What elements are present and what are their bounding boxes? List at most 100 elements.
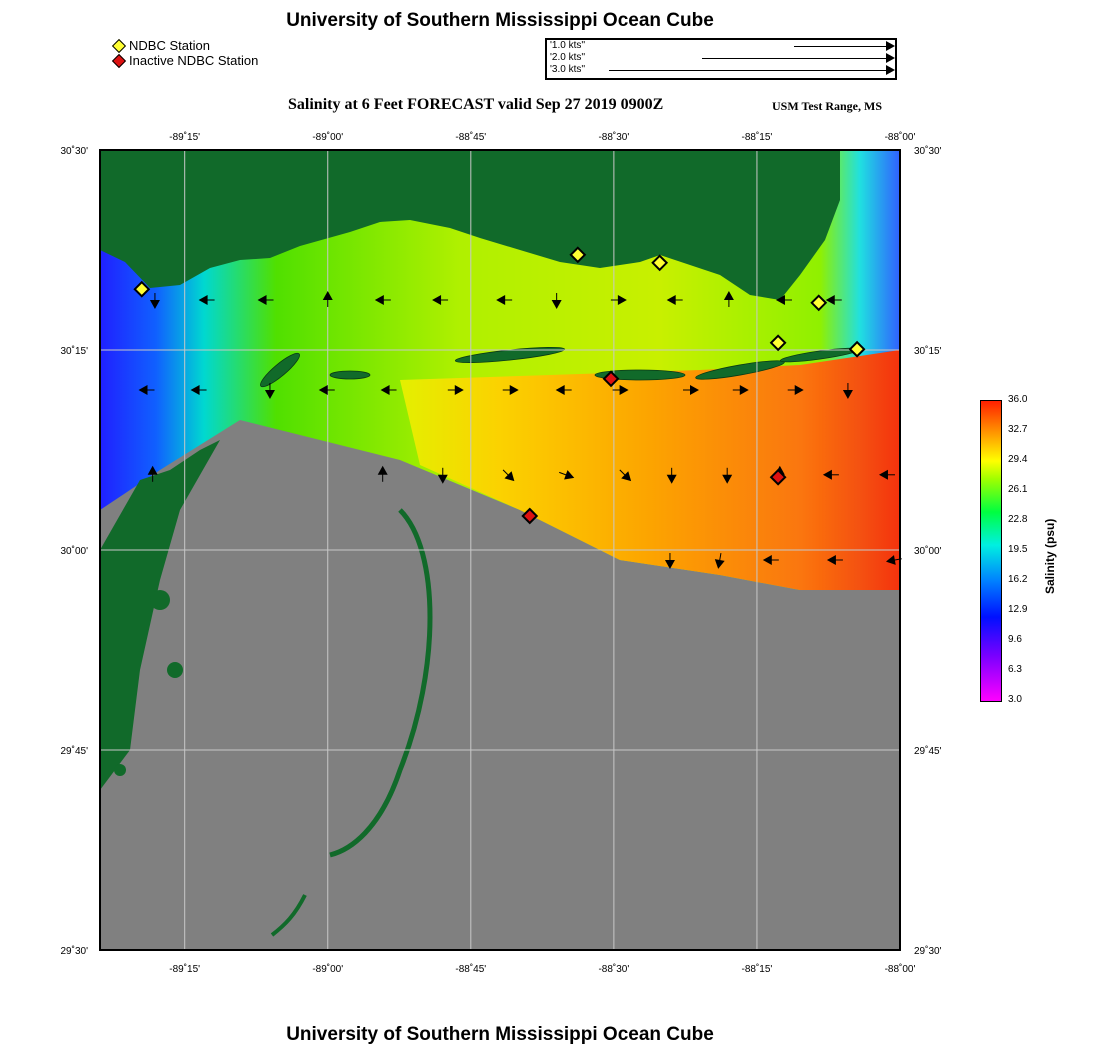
arrow-line [794,46,889,47]
colorbar-tick-label: 36.0 [1008,394,1028,405]
current-arrow-icon [377,465,388,482]
colorbar-tick-label: 12.9 [1008,604,1028,615]
lat-tick-label-right: 29˚30' [914,945,942,957]
arrow-head [617,295,627,305]
current-arrow-icon [551,293,562,309]
legend-item-inactive: Inactive NDBC Station [111,53,259,68]
colorbar-tick-label: 22.8 [1008,514,1028,525]
footer-title: University of Southern Mississippi Ocean… [286,1024,714,1045]
arrow-head-icon [886,41,895,51]
current-arrow-icon [822,469,839,480]
current-arrow-icon [496,295,513,305]
arrow-head [564,470,575,480]
current-arrow-icon [138,385,155,395]
arrow-head [825,295,835,305]
current-arrow-icon [714,553,725,569]
lon-tick-label-top: -88˚30' [598,131,629,143]
current-arrow-icon [257,295,274,305]
current-arrow-icon [612,385,629,395]
legend-item-ndbc: NDBC Station [111,38,258,53]
arrow-head [722,474,733,484]
legend-label: Inactive NDBC Station [129,53,259,68]
current-arrow-icon [264,383,275,399]
arrow-head [885,555,896,565]
current-arrow-icon [775,295,792,305]
current-arrow-icon [723,291,734,307]
current-arrow-icon [147,465,158,482]
legend-label: NDBC Station [129,38,210,53]
vector-label: '1.0 kts'' [550,40,586,51]
current-arrow-icon [842,383,853,399]
lon-tick-label-top: -89˚00' [312,131,343,143]
arrow-head [454,385,464,395]
vector-label: '3.0 kts'' [550,64,586,75]
ndbc-station-marker [133,280,151,298]
current-arrow-icon [722,467,733,484]
arrow-head-icon [886,65,895,75]
current-arrow-icon [502,469,515,482]
lon-tick-label-bottom: -89˚00' [312,963,343,975]
current-arrow-icon [878,469,895,480]
current-arrow-icon [502,385,519,395]
arrow-head [138,385,148,395]
lon-tick-label-top: -89˚15' [169,131,200,143]
current-arrow-icon [825,295,842,305]
current-arrow-icon [666,467,677,484]
vector-scale-legend: '1.0 kts'' '2.0 kts'' '3.0 kts'' [545,38,897,80]
colorbar-tick-label: 32.7 [1008,424,1028,435]
ndbc-station-marker [769,334,787,352]
arrow-head [377,465,388,475]
colorbar-label: Salinity (psu) [1043,518,1057,594]
arrow-head [714,559,725,569]
inactive-station-marker [521,507,539,525]
current-arrow-icon [559,470,575,480]
arrow-head [878,469,888,480]
arrow-head [437,474,448,484]
arrow-head [664,560,675,569]
current-arrow-icon [447,385,464,395]
arrow-head [264,390,275,399]
lon-tick-label-bottom: -89˚15' [169,963,200,975]
lon-tick-label-top: -88˚00' [885,131,916,143]
lon-tick-label-top: -88˚45' [455,131,486,143]
current-arrow-icon [198,295,215,305]
station-legend: NDBC Station Inactive NDBC Station [111,38,259,68]
lat-tick-label-right: 30˚00' [914,545,942,557]
arrow-head [822,469,832,480]
arrow-head [374,295,384,305]
arrow-head [762,555,772,565]
colorbar-tick-label: 9.6 [1008,634,1022,645]
ndbc-station-marker [569,246,587,264]
current-arrow-icon [664,553,675,569]
arrow-head [739,385,749,395]
arrow-head [198,295,208,305]
current-arrow-icon [374,295,391,305]
lon-tick-label-bottom: -88˚15' [742,963,773,975]
axis-ticks: -89˚15' -89˚15' -89˚00' -89˚00' -88˚45' -88˚4… [61,131,942,975]
arrow-head [509,385,519,395]
current-arrow-icon [787,385,804,395]
map-border [99,149,901,951]
map-frame [99,149,902,951]
inactive-station-marker [602,370,620,388]
louisiana-marsh [100,440,220,790]
arrow-head [149,300,160,309]
lat-tick-label-left: 29˚30' [61,945,89,957]
current-arrow-icon [555,385,572,395]
lat-tick-label-left: 30˚00' [61,545,89,557]
arrow-head [794,385,804,395]
lon-tick-label-bottom: -88˚00' [885,963,916,975]
arrow-head [432,295,442,305]
arrow-line [609,70,889,71]
arrow-head [555,385,565,395]
high-salinity-field [400,350,900,590]
current-arrow-icon [149,293,160,309]
arrow-head [147,465,158,475]
ndbc-station-marker [848,340,866,358]
vector-legend-row: '1.0 kts'' [547,40,895,52]
lat-tick-label-left: 29˚45' [61,745,89,757]
arrow-head [322,291,333,300]
current-arrow-icon [732,385,749,395]
lat-tick-label-right: 29˚45' [914,745,942,757]
current-arrow-icon [380,385,397,395]
